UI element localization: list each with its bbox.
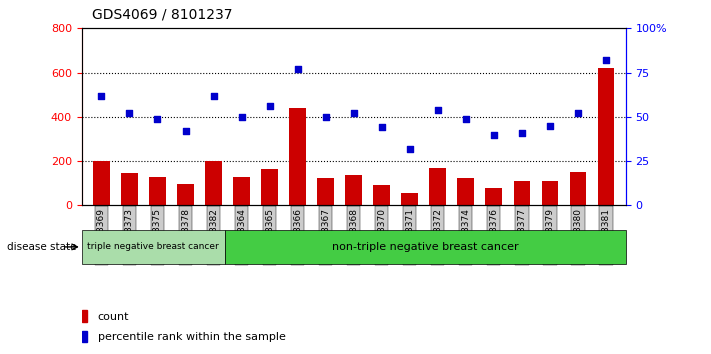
- Point: [180, 128, 191, 134]
- Point: [320, 114, 331, 120]
- Point: [264, 103, 275, 109]
- Bar: [373, 185, 390, 205]
- Bar: [177, 184, 194, 205]
- Point: [151, 116, 163, 121]
- Bar: [205, 161, 222, 205]
- Bar: [121, 173, 138, 205]
- Point: [572, 110, 584, 116]
- Bar: [82, 310, 87, 322]
- Text: disease state: disease state: [7, 242, 77, 252]
- Bar: [402, 193, 418, 205]
- Bar: [598, 68, 614, 205]
- Point: [545, 123, 556, 129]
- Bar: [82, 331, 87, 342]
- Point: [292, 66, 304, 72]
- Bar: [289, 108, 306, 205]
- Bar: [542, 181, 558, 205]
- Text: percentile rank within the sample: percentile rank within the sample: [98, 332, 286, 342]
- Point: [208, 93, 219, 98]
- Point: [236, 114, 247, 120]
- Text: GDS4069 / 8101237: GDS4069 / 8101237: [92, 7, 233, 21]
- Point: [488, 132, 500, 137]
- Text: triple negative breast cancer: triple negative breast cancer: [87, 242, 219, 251]
- Bar: [346, 176, 362, 205]
- Point: [376, 125, 387, 130]
- Point: [460, 116, 471, 121]
- Bar: [486, 188, 502, 205]
- Bar: [261, 169, 278, 205]
- Point: [516, 130, 528, 136]
- Bar: [233, 177, 250, 205]
- Bar: [429, 168, 447, 205]
- Bar: [317, 178, 334, 205]
- Bar: [570, 172, 587, 205]
- Bar: [457, 178, 474, 205]
- Point: [600, 57, 611, 63]
- Bar: [82, 230, 225, 264]
- Bar: [93, 161, 109, 205]
- Bar: [225, 230, 626, 264]
- Text: non-triple negative breast cancer: non-triple negative breast cancer: [332, 242, 518, 252]
- Bar: [149, 177, 166, 205]
- Point: [432, 107, 444, 113]
- Point: [348, 110, 359, 116]
- Point: [96, 93, 107, 98]
- Point: [124, 110, 135, 116]
- Bar: [513, 181, 530, 205]
- Text: count: count: [98, 312, 129, 322]
- Point: [404, 146, 415, 152]
